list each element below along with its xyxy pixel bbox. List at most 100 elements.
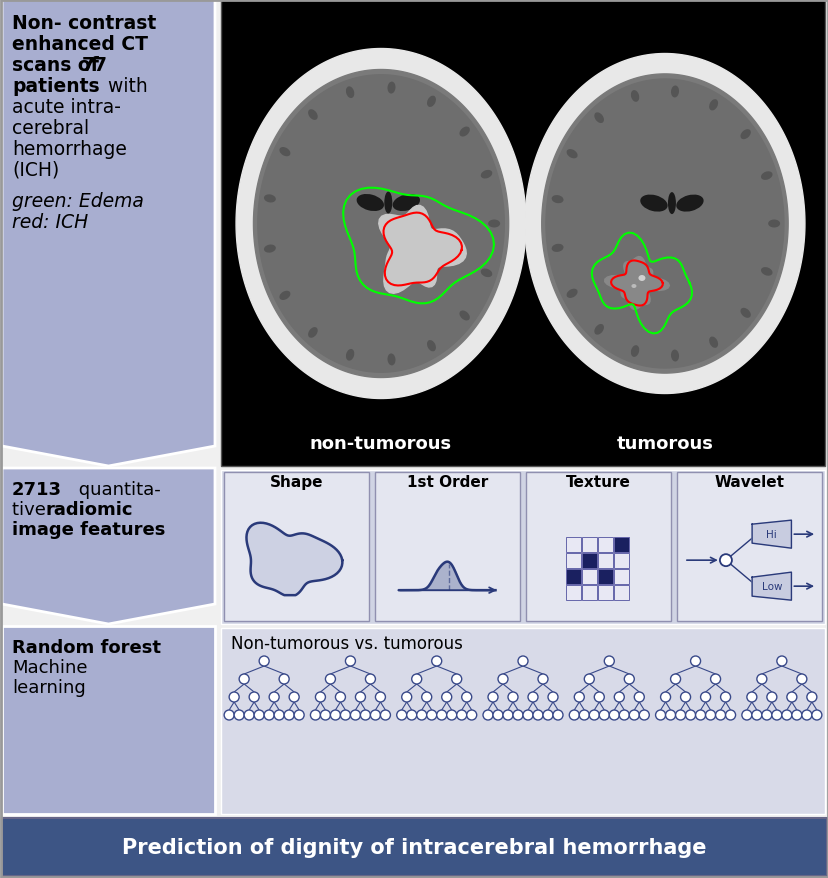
Text: tumorous: tumorous xyxy=(616,435,713,452)
Text: scans of: scans of xyxy=(12,56,105,75)
Text: Prediction of dignity of intracerebral hemorrhage: Prediction of dignity of intracerebral h… xyxy=(122,837,706,857)
Ellipse shape xyxy=(676,195,703,212)
Circle shape xyxy=(466,710,476,720)
Circle shape xyxy=(513,710,522,720)
Circle shape xyxy=(360,710,370,720)
Text: tive: tive xyxy=(12,500,51,519)
Circle shape xyxy=(604,656,614,666)
Circle shape xyxy=(441,692,451,702)
Circle shape xyxy=(397,710,407,720)
Circle shape xyxy=(766,692,776,702)
Text: Non- contrast: Non- contrast xyxy=(12,14,156,33)
Circle shape xyxy=(715,710,724,720)
Circle shape xyxy=(537,674,547,684)
Ellipse shape xyxy=(760,172,772,181)
Ellipse shape xyxy=(488,220,499,228)
Polygon shape xyxy=(378,206,465,294)
Ellipse shape xyxy=(638,276,645,282)
Circle shape xyxy=(746,692,756,702)
Circle shape xyxy=(665,710,675,720)
Text: radiomic: radiomic xyxy=(46,500,133,519)
Circle shape xyxy=(589,710,599,720)
Circle shape xyxy=(628,710,638,720)
Text: Random forest: Random forest xyxy=(12,638,161,656)
Circle shape xyxy=(289,692,299,702)
Ellipse shape xyxy=(594,325,604,335)
FancyBboxPatch shape xyxy=(2,818,826,876)
Circle shape xyxy=(446,710,456,720)
Circle shape xyxy=(284,710,294,720)
FancyBboxPatch shape xyxy=(598,553,613,569)
Text: Shape: Shape xyxy=(269,474,323,489)
Polygon shape xyxy=(524,54,804,394)
Circle shape xyxy=(542,710,552,720)
Ellipse shape xyxy=(768,220,779,228)
Circle shape xyxy=(330,710,340,720)
Circle shape xyxy=(249,692,259,702)
Circle shape xyxy=(710,674,720,684)
Polygon shape xyxy=(546,80,783,369)
Text: quantita-: quantita- xyxy=(73,480,161,499)
Ellipse shape xyxy=(630,346,638,357)
Circle shape xyxy=(412,674,421,684)
Ellipse shape xyxy=(308,327,317,338)
Ellipse shape xyxy=(594,113,604,124)
Circle shape xyxy=(761,710,771,720)
FancyBboxPatch shape xyxy=(221,471,824,624)
Circle shape xyxy=(451,674,461,684)
Ellipse shape xyxy=(566,290,577,299)
Ellipse shape xyxy=(708,337,717,349)
Circle shape xyxy=(421,692,431,702)
Text: enhanced CT: enhanced CT xyxy=(12,35,148,54)
Circle shape xyxy=(724,710,734,720)
FancyBboxPatch shape xyxy=(582,586,597,601)
Polygon shape xyxy=(2,469,214,624)
Circle shape xyxy=(522,710,532,720)
FancyBboxPatch shape xyxy=(614,586,628,601)
Circle shape xyxy=(695,710,705,720)
Polygon shape xyxy=(2,0,214,466)
Circle shape xyxy=(456,710,466,720)
Ellipse shape xyxy=(551,196,563,204)
FancyBboxPatch shape xyxy=(566,570,580,585)
Circle shape xyxy=(380,710,390,720)
Circle shape xyxy=(325,674,335,684)
Circle shape xyxy=(660,692,670,702)
Ellipse shape xyxy=(459,127,469,137)
Polygon shape xyxy=(253,70,508,378)
FancyBboxPatch shape xyxy=(566,537,580,552)
Text: with: with xyxy=(102,76,147,96)
FancyBboxPatch shape xyxy=(566,586,580,601)
Ellipse shape xyxy=(387,354,395,366)
Circle shape xyxy=(655,710,665,720)
FancyBboxPatch shape xyxy=(614,553,628,569)
Text: green: Edema: green: Edema xyxy=(12,191,144,211)
Ellipse shape xyxy=(670,86,678,98)
Circle shape xyxy=(402,692,412,702)
Circle shape xyxy=(508,692,518,702)
FancyBboxPatch shape xyxy=(566,553,580,569)
Circle shape xyxy=(751,710,761,720)
Circle shape xyxy=(569,710,579,720)
Circle shape xyxy=(375,692,385,702)
Ellipse shape xyxy=(630,91,638,103)
Circle shape xyxy=(623,674,633,684)
Circle shape xyxy=(340,710,350,720)
Ellipse shape xyxy=(760,268,772,277)
Text: red: ICH: red: ICH xyxy=(12,212,88,232)
Text: (ICH): (ICH) xyxy=(12,161,59,179)
Text: Texture: Texture xyxy=(566,474,630,489)
Circle shape xyxy=(781,710,791,720)
Circle shape xyxy=(498,674,508,684)
Circle shape xyxy=(233,710,244,720)
Circle shape xyxy=(796,674,806,684)
Circle shape xyxy=(238,674,249,684)
Circle shape xyxy=(633,692,643,702)
FancyBboxPatch shape xyxy=(614,570,628,585)
Circle shape xyxy=(705,710,715,720)
Text: 77: 77 xyxy=(82,56,108,75)
Circle shape xyxy=(619,710,628,720)
Text: image features: image features xyxy=(12,521,165,539)
Circle shape xyxy=(345,656,355,666)
Text: Non-tumorous vs. tumorous: Non-tumorous vs. tumorous xyxy=(231,634,462,652)
